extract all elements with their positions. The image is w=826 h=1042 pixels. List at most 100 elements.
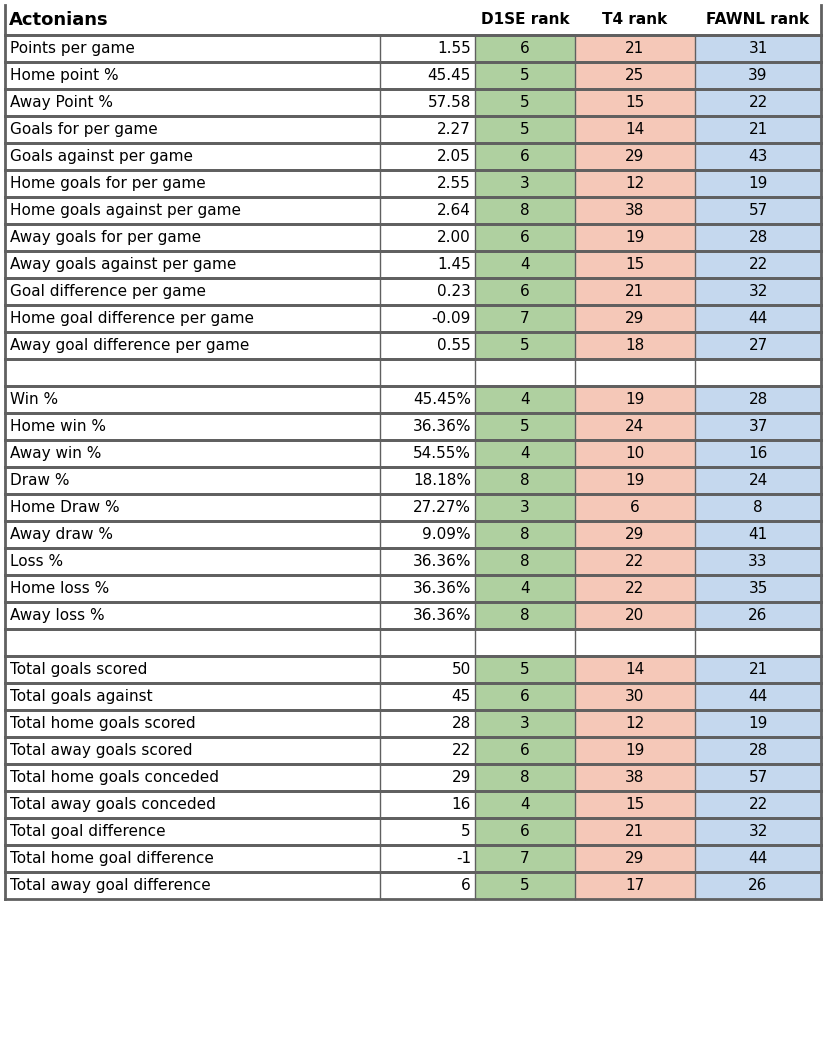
Bar xyxy=(575,35,695,63)
Text: Away Point %: Away Point % xyxy=(10,95,113,110)
Bar xyxy=(380,575,475,602)
Text: 17: 17 xyxy=(625,878,644,893)
Text: 15: 15 xyxy=(625,797,644,812)
Bar xyxy=(575,440,695,467)
Bar xyxy=(695,521,821,548)
Bar xyxy=(5,629,380,656)
Bar xyxy=(575,251,695,278)
Bar xyxy=(695,710,821,737)
Text: 37: 37 xyxy=(748,419,767,435)
Text: FAWNL rank: FAWNL rank xyxy=(706,13,809,27)
Bar xyxy=(5,413,380,440)
Text: 22: 22 xyxy=(748,95,767,110)
Bar xyxy=(380,197,475,224)
Text: 29: 29 xyxy=(452,770,471,785)
Bar xyxy=(380,683,475,710)
Bar xyxy=(695,170,821,197)
Text: 19: 19 xyxy=(625,743,644,758)
Bar xyxy=(380,332,475,359)
Text: 28: 28 xyxy=(452,716,471,731)
Text: 19: 19 xyxy=(748,716,767,731)
Bar xyxy=(475,575,575,602)
Bar xyxy=(475,143,575,170)
Bar xyxy=(380,251,475,278)
Text: Home point %: Home point % xyxy=(10,68,119,83)
Bar xyxy=(380,278,475,305)
Text: 54.55%: 54.55% xyxy=(413,446,471,461)
Text: Home goal difference per game: Home goal difference per game xyxy=(10,311,254,326)
Bar xyxy=(5,35,380,63)
Text: 1.45: 1.45 xyxy=(437,257,471,272)
Bar xyxy=(380,629,475,656)
Bar xyxy=(695,116,821,143)
Text: 9.09%: 9.09% xyxy=(422,527,471,542)
Bar xyxy=(575,170,695,197)
Text: Home Draw %: Home Draw % xyxy=(10,500,120,515)
Text: 38: 38 xyxy=(625,203,644,218)
Text: 44: 44 xyxy=(748,311,767,326)
Bar xyxy=(380,818,475,845)
Text: Total home goal difference: Total home goal difference xyxy=(10,851,214,866)
Text: Total away goals conceded: Total away goals conceded xyxy=(10,797,216,812)
Text: 24: 24 xyxy=(625,419,644,435)
Bar xyxy=(5,251,380,278)
Bar xyxy=(695,791,821,818)
Bar xyxy=(475,629,575,656)
Text: 35: 35 xyxy=(748,581,767,596)
Bar xyxy=(5,710,380,737)
Bar xyxy=(5,386,380,413)
Text: 8: 8 xyxy=(520,770,529,785)
Text: 14: 14 xyxy=(625,662,644,677)
Bar xyxy=(380,602,475,629)
Bar xyxy=(695,548,821,575)
Bar xyxy=(575,386,695,413)
Text: 29: 29 xyxy=(625,851,644,866)
Bar xyxy=(575,494,695,521)
Text: 5: 5 xyxy=(520,95,529,110)
Text: 2.05: 2.05 xyxy=(437,149,471,164)
Bar xyxy=(575,224,695,251)
Bar xyxy=(5,63,380,89)
Bar xyxy=(380,710,475,737)
Bar xyxy=(380,521,475,548)
Bar xyxy=(575,737,695,764)
Bar xyxy=(380,656,475,683)
Bar xyxy=(380,548,475,575)
Bar xyxy=(380,467,475,494)
Text: Win %: Win % xyxy=(10,392,58,407)
Bar xyxy=(695,359,821,386)
Text: 7: 7 xyxy=(520,311,529,326)
Text: 3: 3 xyxy=(520,176,529,191)
Bar xyxy=(5,683,380,710)
Bar xyxy=(695,737,821,764)
Text: 8: 8 xyxy=(520,203,529,218)
Text: 45: 45 xyxy=(452,689,471,704)
Bar xyxy=(475,413,575,440)
Bar xyxy=(575,413,695,440)
Text: 10: 10 xyxy=(625,446,644,461)
Bar xyxy=(475,197,575,224)
Text: 21: 21 xyxy=(625,41,644,56)
Text: 21: 21 xyxy=(748,662,767,677)
Text: 45.45: 45.45 xyxy=(428,68,471,83)
Bar xyxy=(475,791,575,818)
Text: 0.55: 0.55 xyxy=(437,338,471,353)
Bar xyxy=(475,548,575,575)
Bar xyxy=(695,251,821,278)
Text: 8: 8 xyxy=(520,527,529,542)
Text: 6: 6 xyxy=(520,689,529,704)
Bar xyxy=(695,656,821,683)
Bar xyxy=(475,440,575,467)
Text: 28: 28 xyxy=(748,230,767,245)
Bar xyxy=(5,872,380,899)
Text: 28: 28 xyxy=(748,743,767,758)
Text: 29: 29 xyxy=(625,527,644,542)
Text: 32: 32 xyxy=(748,824,767,839)
Bar xyxy=(475,872,575,899)
Text: 36.36%: 36.36% xyxy=(412,607,471,623)
Text: 22: 22 xyxy=(748,797,767,812)
Text: 39: 39 xyxy=(748,68,767,83)
Bar xyxy=(695,197,821,224)
Bar xyxy=(695,224,821,251)
Text: Goals for per game: Goals for per game xyxy=(10,122,158,137)
